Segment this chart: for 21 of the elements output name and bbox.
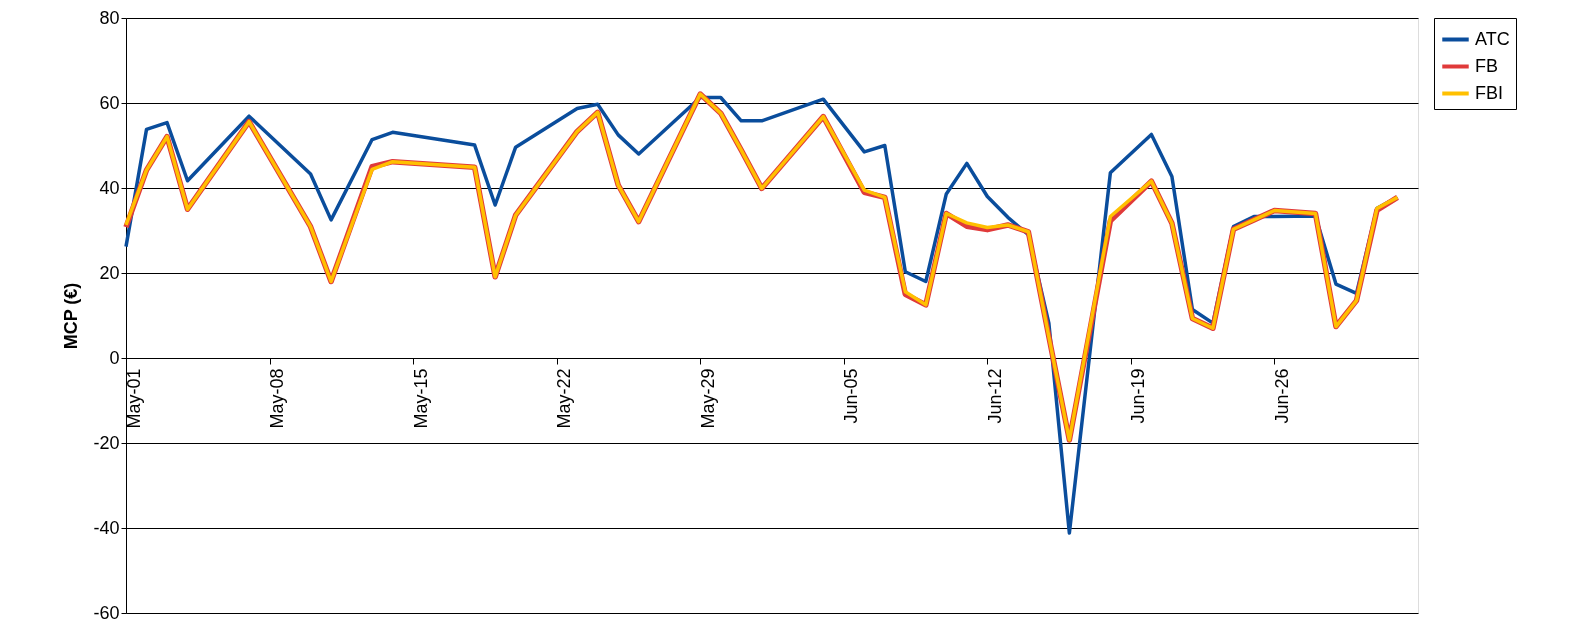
y-tick-label: 60 [99,92,120,113]
x-tick-label: May-15 [410,368,431,429]
y-tick-label: -20 [93,432,120,453]
y-tick-label: -60 [93,602,120,623]
y-tick-label: 40 [99,177,120,198]
x-tick-label: May-29 [697,368,718,429]
y-axis-title: MCP (€) [61,282,82,350]
x-tick-label: Jun-26 [1271,368,1292,424]
x-tick-label: Jun-05 [841,368,862,424]
y-tick-label: 20 [99,262,120,283]
y-tick-label: 80 [99,7,120,28]
x-tick-label: May-01 [123,368,144,429]
y-tick-label: 0 [109,347,120,368]
x-tick-label: May-08 [267,368,288,429]
y-tick-label: -40 [93,517,120,538]
legend-label: FB [1475,55,1499,76]
x-tick-label: Jun-19 [1128,368,1149,424]
legend-label: FBI [1475,82,1504,103]
legend-label: ATC [1475,28,1510,49]
x-tick-label: Jun-12 [984,368,1005,424]
x-tick-label: May-22 [554,368,575,429]
